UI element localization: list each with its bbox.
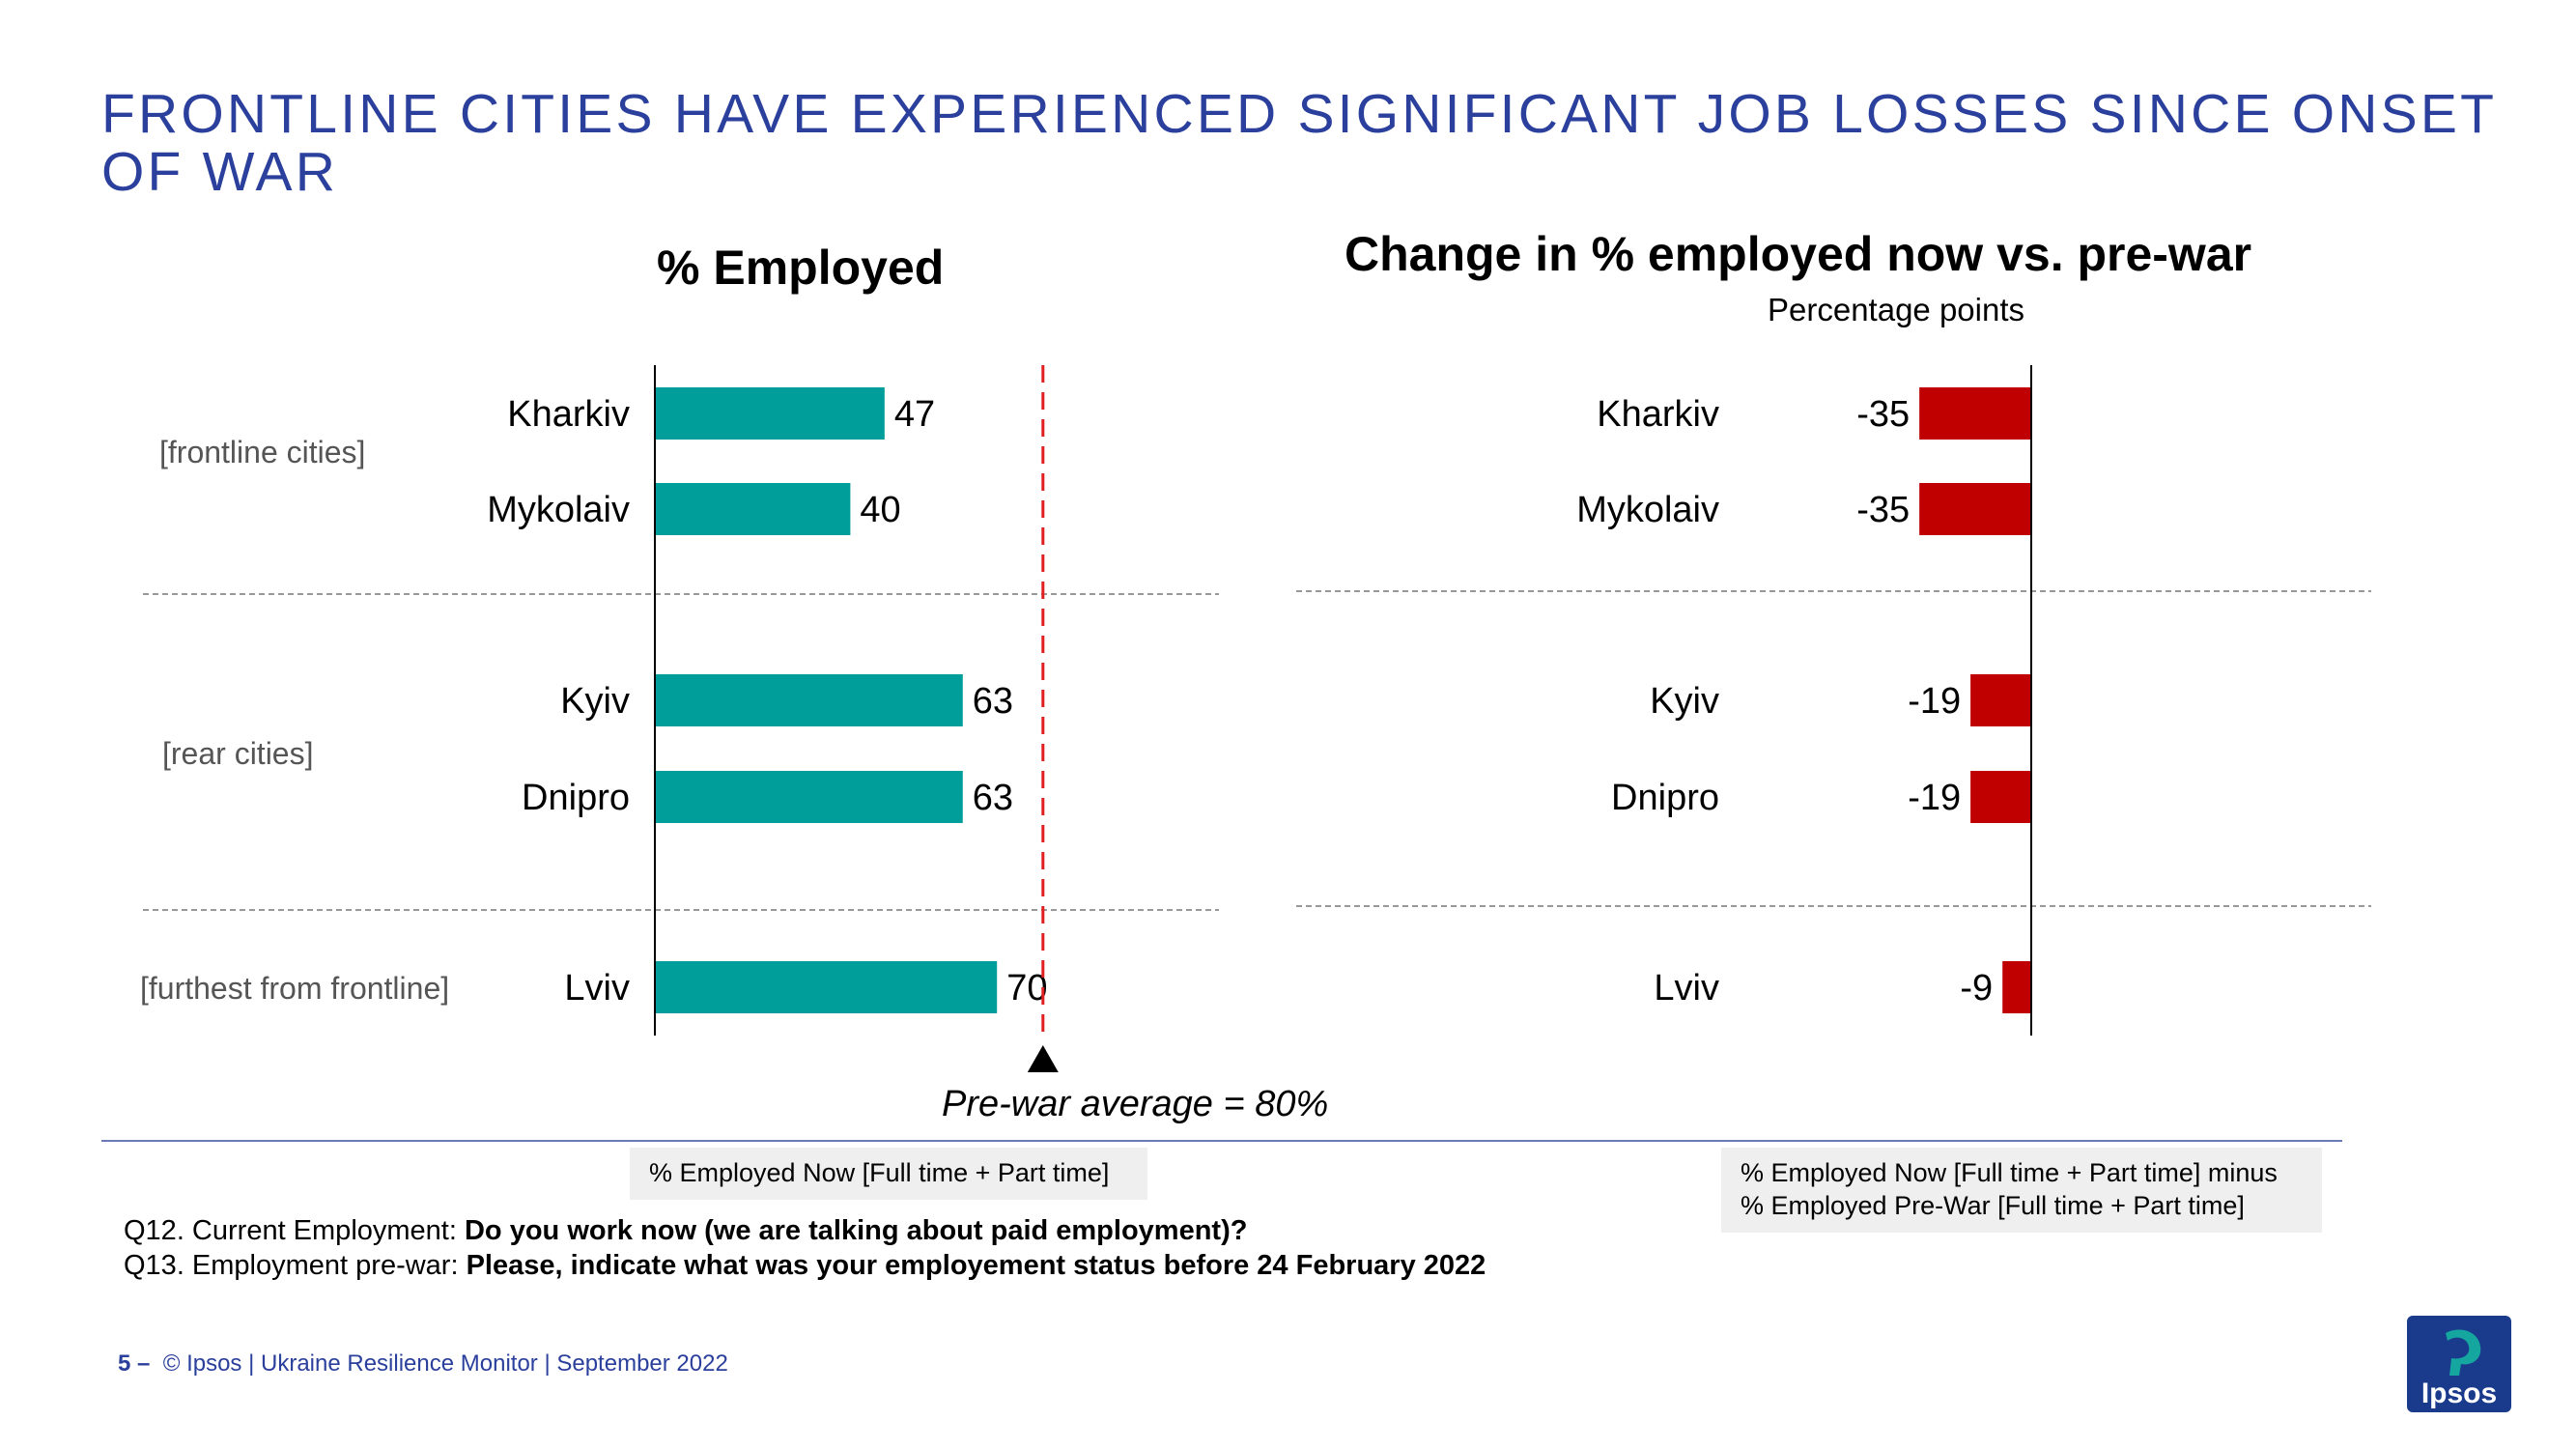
change-definition-note: % Employed Now [Full time + Part time] m… xyxy=(1721,1148,2322,1233)
change-bar xyxy=(2002,961,2031,1013)
data-label: -19 xyxy=(1908,778,1961,818)
change-bar xyxy=(1970,771,2031,823)
category-label: Kyiv xyxy=(560,681,630,722)
q13-question: Please, indicate what was your employeme… xyxy=(466,1250,1486,1281)
change-note-line1: % Employed Now [Full time + Part time] m… xyxy=(1741,1158,2278,1187)
category-label: Dnipro xyxy=(522,778,630,818)
data-label: 63 xyxy=(973,681,1013,722)
category-label: Kharkiv xyxy=(507,394,630,435)
logo-wordmark: Ipsos xyxy=(2421,1378,2497,1409)
q12-prefix: Q12. Current Employment: xyxy=(124,1215,465,1246)
category-label: Mykolaiv xyxy=(1576,490,1719,530)
category-label: Dnipro xyxy=(1611,778,1719,818)
change-bar xyxy=(1919,387,2031,440)
data-label: -35 xyxy=(1856,394,1910,435)
data-label: 63 xyxy=(973,778,1013,818)
category-label: Kyiv xyxy=(1650,681,1719,722)
data-label: -19 xyxy=(1908,681,1961,722)
category-label: Lviv xyxy=(1654,968,1719,1009)
data-label: 70 xyxy=(1006,968,1047,1009)
question-q13: Q13. Employment pre-war: Please, indicat… xyxy=(124,1250,1486,1282)
employed-chart-title: % Employed xyxy=(657,241,945,295)
footer: 5 – © Ipsos | Ukraine Resilience Monitor… xyxy=(118,1350,728,1378)
footer-text: © Ipsos | Ukraine Resilience Monitor | S… xyxy=(162,1350,728,1377)
prewar-average-caption: Pre-war average = 80% xyxy=(942,1084,1329,1124)
ipsos-logo: Ipsos xyxy=(2407,1316,2511,1412)
q12-question: Do you work now (we are talking about pa… xyxy=(464,1215,1248,1246)
change-note-line2: % Employed Pre-War [Full time + Part tim… xyxy=(1741,1191,2245,1220)
change-bar xyxy=(1919,483,2031,535)
group-label-frontline: [frontline cities] xyxy=(159,435,366,469)
divider-rule xyxy=(101,1140,2342,1142)
data-label: 47 xyxy=(894,394,935,435)
employed-chart: Kharkiv 47 Mykolaiv 40 Kyiv 63 Dnipro 63 Lviv 70 xyxy=(143,365,1219,1072)
question-q12: Q12. Current Employment: Do you work now… xyxy=(124,1215,1247,1247)
page-number: 5 – xyxy=(118,1350,151,1377)
change-chart-subtitle: Percentage points xyxy=(1768,292,2025,327)
change-chart-title: Change in % employed now vs. pre-war xyxy=(1345,227,2252,281)
employed-bar xyxy=(655,674,963,726)
prewar-marker-icon xyxy=(1027,1045,1059,1072)
data-label: -9 xyxy=(1960,968,1993,1009)
employed-definition-note: % Employed Now [Full time + Part time] xyxy=(630,1148,1147,1200)
change-chart: Kharkiv -35 Mykolaiv -35 Kyiv -19 Dnipro -19 Lvi… xyxy=(1296,365,2371,1036)
employed-bar xyxy=(655,771,963,823)
category-label: Lviv xyxy=(564,968,630,1009)
group-label-furthest: [furthest from frontline] xyxy=(140,971,450,1006)
logo-swoosh xyxy=(2446,1329,2481,1376)
slide-title: FRONTLINE CITIES HAVE EXPERIENCED SIGNIF… xyxy=(101,83,2497,203)
employed-bar xyxy=(655,387,885,440)
q13-prefix: Q13. Employment pre-war: xyxy=(124,1250,467,1281)
employed-bar xyxy=(655,961,998,1013)
category-label: Mykolaiv xyxy=(487,490,630,530)
category-label: Kharkiv xyxy=(1597,394,1719,435)
employed-bar xyxy=(655,483,851,535)
data-label: -35 xyxy=(1856,490,1910,530)
group-label-rear: [rear cities] xyxy=(162,736,314,771)
data-label: 40 xyxy=(860,490,900,530)
change-bar xyxy=(1970,674,2031,726)
